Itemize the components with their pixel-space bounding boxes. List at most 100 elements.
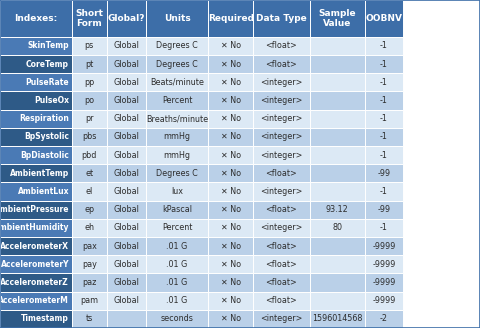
Text: .01 G: .01 G	[167, 242, 188, 251]
Bar	[72, 55, 107, 73]
Bar	[310, 274, 365, 292]
Bar	[310, 91, 365, 110]
Bar	[0, 255, 72, 274]
Text: AmbientLux: AmbientLux	[18, 187, 69, 196]
Text: mmHg: mmHg	[164, 151, 191, 159]
Bar	[146, 182, 208, 200]
Text: .01 G: .01 G	[167, 278, 188, 287]
Bar	[146, 310, 208, 328]
Bar	[0, 274, 72, 292]
Bar	[72, 201, 107, 219]
Bar	[146, 292, 208, 310]
Bar	[0, 55, 72, 73]
Text: AmbientTemp: AmbientTemp	[10, 169, 69, 178]
Bar	[0, 201, 72, 219]
Text: Global: Global	[113, 133, 139, 141]
Text: PulseRate: PulseRate	[25, 78, 69, 87]
Bar	[72, 292, 107, 310]
Bar	[365, 255, 403, 274]
Bar	[72, 274, 107, 292]
Bar	[72, 0, 107, 37]
Bar	[146, 91, 208, 110]
Text: Units: Units	[164, 14, 191, 23]
Bar	[0, 37, 72, 55]
Text: <integer>: <integer>	[260, 114, 302, 123]
Text: pbd: pbd	[82, 151, 97, 159]
Text: Global: Global	[113, 260, 139, 269]
Text: Degrees C: Degrees C	[156, 41, 198, 50]
Text: <integer>: <integer>	[260, 315, 302, 323]
Bar	[107, 73, 146, 91]
Bar	[365, 292, 403, 310]
Bar	[72, 310, 107, 328]
Bar	[107, 37, 146, 55]
Text: -1: -1	[380, 151, 388, 159]
Text: Percent: Percent	[162, 96, 192, 105]
Bar	[365, 37, 403, 55]
Bar	[310, 219, 365, 237]
Bar	[253, 73, 310, 91]
Bar	[0, 128, 72, 146]
Text: 1596014568: 1596014568	[312, 315, 362, 323]
Text: -99: -99	[377, 205, 391, 214]
Text: SkinTemp: SkinTemp	[27, 41, 69, 50]
Bar	[146, 37, 208, 55]
Bar	[365, 110, 403, 128]
Text: Global: Global	[113, 41, 139, 50]
Text: Global: Global	[113, 169, 139, 178]
Text: Beats/minute: Beats/minute	[150, 78, 204, 87]
Bar	[107, 292, 146, 310]
Bar	[146, 274, 208, 292]
Bar	[0, 182, 72, 200]
Bar	[72, 255, 107, 274]
Text: pr: pr	[85, 114, 94, 123]
Text: -99: -99	[377, 169, 391, 178]
Bar	[253, 91, 310, 110]
Bar	[208, 164, 253, 182]
Bar	[253, 292, 310, 310]
Text: Global: Global	[113, 223, 139, 232]
Bar	[253, 182, 310, 200]
Bar	[253, 146, 310, 164]
Text: 80: 80	[332, 223, 342, 232]
Text: <float>: <float>	[265, 242, 297, 251]
Bar	[365, 201, 403, 219]
Text: Global: Global	[113, 278, 139, 287]
Text: ✕ No: ✕ No	[221, 133, 240, 141]
Text: ✕ No: ✕ No	[221, 96, 240, 105]
Text: <float>: <float>	[265, 205, 297, 214]
Bar	[310, 164, 365, 182]
Text: <integer>: <integer>	[260, 96, 302, 105]
Bar	[253, 164, 310, 182]
Text: -1: -1	[380, 60, 388, 69]
Bar	[107, 164, 146, 182]
Bar	[253, 37, 310, 55]
Text: Global: Global	[113, 151, 139, 159]
Bar	[208, 201, 253, 219]
Bar	[72, 219, 107, 237]
Bar	[107, 146, 146, 164]
Bar	[107, 255, 146, 274]
Bar	[107, 219, 146, 237]
Bar	[107, 128, 146, 146]
Text: OOBNV: OOBNV	[365, 14, 403, 23]
Bar	[146, 201, 208, 219]
Text: Short
Form: Short Form	[75, 9, 103, 28]
Text: <float>: <float>	[265, 169, 297, 178]
Text: ✕ No: ✕ No	[221, 187, 240, 196]
Text: .01 G: .01 G	[167, 296, 188, 305]
Bar	[253, 128, 310, 146]
Bar	[72, 182, 107, 200]
Text: BpSystolic: BpSystolic	[24, 133, 69, 141]
Text: AmbientHumidity: AmbientHumidity	[0, 223, 69, 232]
Bar	[208, 255, 253, 274]
Bar	[72, 128, 107, 146]
Bar	[253, 274, 310, 292]
Text: <integer>: <integer>	[260, 223, 302, 232]
Bar	[253, 255, 310, 274]
Text: seconds: seconds	[161, 315, 193, 323]
Text: pay: pay	[82, 260, 96, 269]
Bar	[253, 310, 310, 328]
Bar	[365, 274, 403, 292]
Text: el: el	[85, 187, 93, 196]
